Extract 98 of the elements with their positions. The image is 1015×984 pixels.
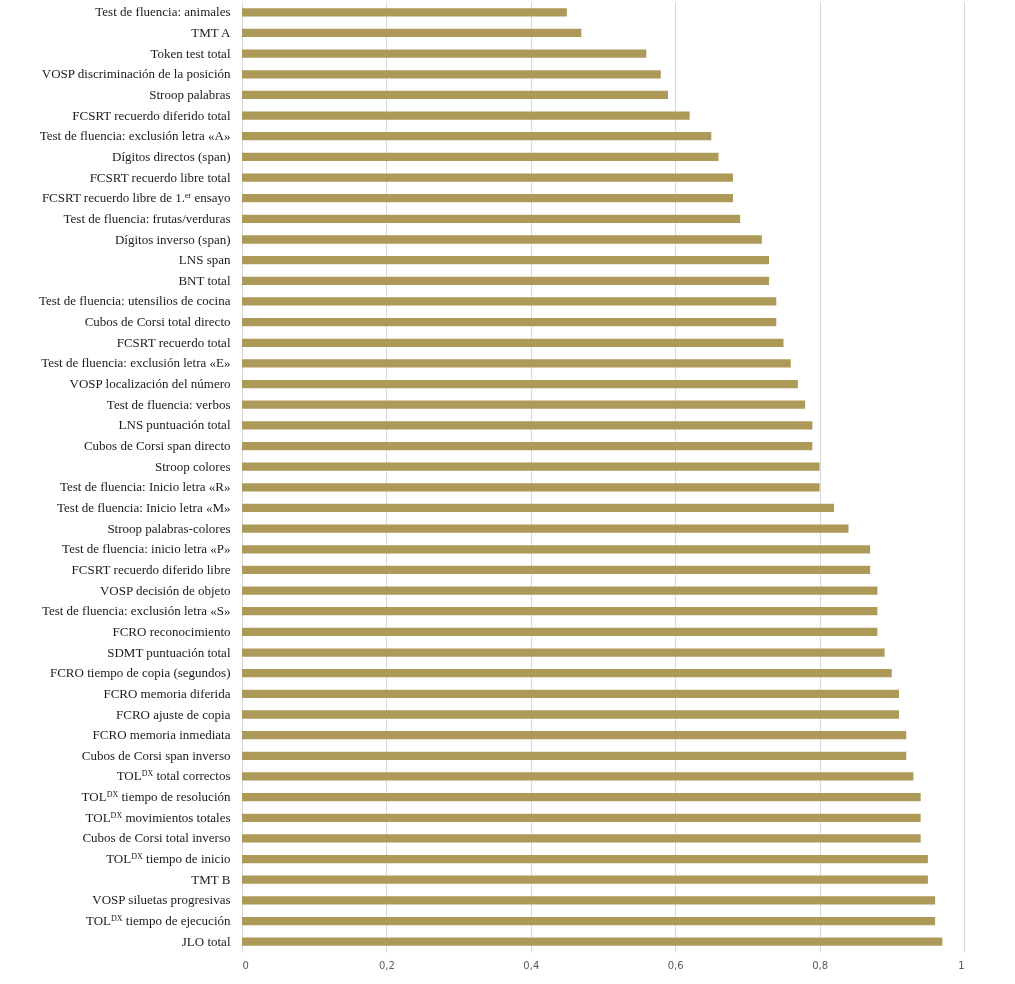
x-tick-label: 0,8 [812, 959, 829, 971]
y-tick-label: LNS puntuación total [118, 417, 231, 433]
x-tick-label: 1 [958, 959, 965, 971]
y-tick-label: BNT total [178, 272, 231, 288]
bar [242, 235, 762, 244]
y-tick-label: Cubos de Corsi span directo [83, 438, 231, 454]
bar [242, 710, 900, 719]
y-tick-label: Test de fluencia: exclusión letra «S» [41, 603, 231, 619]
bar [242, 731, 907, 740]
y-tick-label: Stroop palabras [149, 86, 231, 102]
bar [242, 524, 849, 533]
y-tick-label: TOL$^{DX}$ tiempo de inicio [106, 851, 231, 867]
bar [242, 359, 791, 368]
bar [242, 194, 733, 203]
y-tick-label: Test de fluencia: Inicio letra «M» [57, 499, 231, 515]
bar [242, 152, 719, 162]
bar [242, 916, 936, 926]
bar [242, 648, 885, 657]
bar [242, 751, 907, 760]
bar [242, 854, 928, 864]
y-tick-label: Test de fluencia: Inicio letra «R» [59, 479, 231, 495]
y-tick-label: Dígitos directos (span) [112, 148, 231, 164]
bar [242, 565, 871, 575]
y-tick-label: VOSP siluetas progresivas [92, 892, 231, 908]
y-tick-label: FCRO tiempo de copia (segundos) [49, 665, 231, 681]
bar [242, 400, 806, 409]
y-tick-label: Stroop palabras-colores [107, 520, 231, 536]
y-tick-label: Cubos de Corsi total inverso [82, 830, 231, 846]
y-tick-label: Test de fluencia: animales [95, 4, 231, 20]
bar [242, 937, 943, 946]
x-tick-label: 0,2 [378, 959, 395, 971]
y-tick-label: Dígitos inverso (span) [114, 231, 231, 247]
bar [242, 379, 798, 389]
y-tick-label: JLO total [181, 933, 231, 949]
y-tick-label: TMT B [191, 871, 231, 887]
y-tick-label: TOL$^{DX}$ tiempo de ejecución [85, 913, 231, 929]
bar [242, 214, 741, 223]
y-tick-label: TOL$^{DX}$ movimientos totales [85, 809, 231, 825]
y-tick-label: LNS span [178, 252, 231, 268]
y-tick-label: FCSRT recuerdo diferido total [72, 107, 231, 123]
y-tick-label: Cubos de Corsi span inverso [81, 747, 231, 763]
bar [242, 70, 661, 79]
bar [242, 276, 770, 285]
bar [242, 483, 820, 492]
bar [242, 462, 820, 471]
bar [242, 772, 914, 781]
y-tick-label: Stroop colores [155, 458, 231, 474]
bar [242, 503, 835, 513]
bar [242, 441, 813, 451]
bar [242, 111, 690, 120]
y-tick-label: FCSRT recuerdo diferido libre [71, 561, 231, 577]
bar [242, 297, 777, 306]
bar [242, 834, 921, 843]
y-tick-label: FCRO memoria diferida [103, 685, 231, 701]
y-tick-label: FCRO reconocimiento [112, 623, 231, 639]
y-tick-label: FCRO memoria inmediata [92, 727, 231, 743]
bar [242, 627, 878, 637]
bar [242, 49, 647, 58]
y-tick-label: TOL$^{DX}$ total correctos [116, 768, 231, 784]
y-tick-label: Token test total [150, 45, 231, 61]
bar [242, 792, 921, 802]
bar [242, 338, 784, 347]
bar [242, 8, 567, 17]
y-tick-label: Test de fluencia: verbos [106, 396, 231, 412]
bar [242, 28, 582, 38]
y-tick-label: FCSRT recuerdo libre total [89, 169, 231, 185]
y-tick-label: FCRO ajuste de copia [116, 706, 231, 722]
bar [242, 586, 878, 595]
y-tick-label: Test de fluencia: exclusión letra «E» [41, 355, 231, 371]
y-tick-label: FCSRT recuerdo total [116, 334, 231, 350]
bar [242, 813, 921, 822]
y-tick-label: VOSP discriminación de la posición [41, 66, 231, 82]
x-tick-label: 0 [242, 959, 249, 971]
y-tick-label: Cubos de Corsi total directo [84, 314, 231, 330]
y-tick-label: TOL$^{DX}$ tiempo de resolución [81, 789, 231, 805]
bar [242, 421, 813, 430]
bar [242, 875, 928, 884]
y-tick-label: VOSP decisión de objeto [99, 582, 231, 598]
y-tick-label: Test de fluencia: utensilios de cocina [39, 293, 231, 309]
bar [242, 90, 668, 100]
x-tick-label: 0,6 [667, 959, 684, 971]
bar [242, 607, 878, 616]
y-tick-label: SDMT puntuación total [107, 644, 231, 660]
bar [242, 256, 770, 265]
bar [242, 689, 900, 698]
y-tick-label: VOSP localización del número [69, 376, 231, 392]
y-tick-label: Test de fluencia: exclusión letra «A» [39, 128, 231, 144]
x-tick-label: 0,4 [523, 959, 540, 971]
y-tick-label: Test de fluencia: inicio letra «P» [62, 541, 231, 557]
bar [242, 317, 777, 327]
bar [242, 669, 892, 678]
bar [242, 545, 871, 554]
bar [242, 132, 712, 141]
y-tick-label: FCSRT recuerdo libre de 1.$^{er}$ ensayo [41, 190, 231, 206]
y-tick-label: Test de fluencia: frutas/verduras [63, 210, 231, 226]
bar [242, 173, 733, 182]
y-tick-label: TMT A [191, 24, 232, 40]
bar [242, 896, 936, 905]
